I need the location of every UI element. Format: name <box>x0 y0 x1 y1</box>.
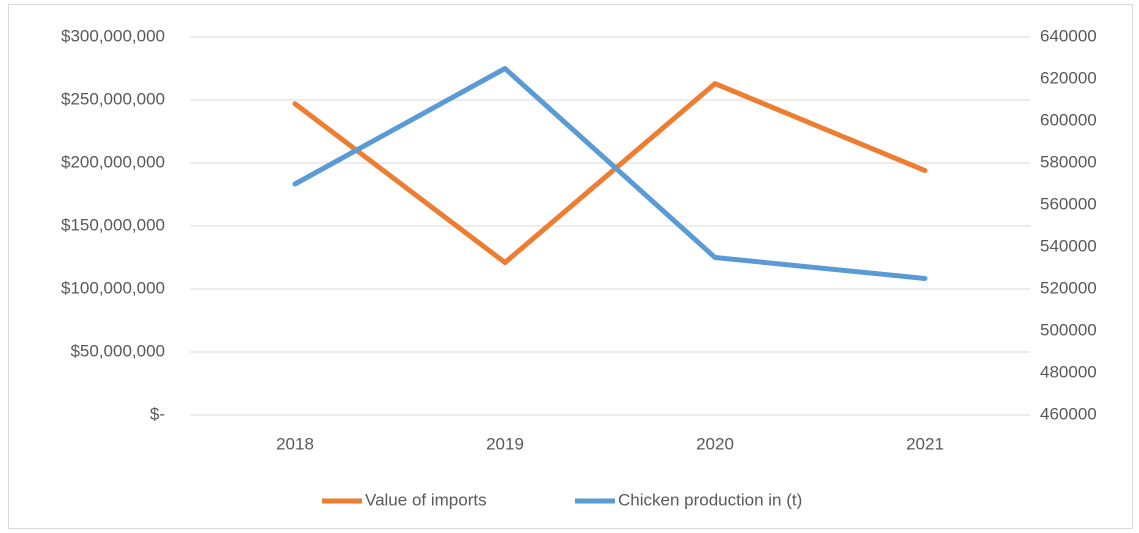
y2-tick-label: 640000 <box>1040 26 1097 45</box>
y2-tick-label: 560000 <box>1040 194 1097 213</box>
series-line <box>292 81 928 266</box>
y2-tick-label: 540000 <box>1040 236 1097 255</box>
y2-tick-label: 480000 <box>1040 362 1097 381</box>
x-tick-label: 2020 <box>696 434 734 453</box>
y-tick-label: $150,000,000 <box>61 215 165 234</box>
chart-frame <box>8 4 1133 529</box>
x-tick-label: 2018 <box>276 434 314 453</box>
x-tick-label: 2021 <box>906 434 944 453</box>
y-tick-label: $300,000,000 <box>61 26 165 45</box>
y-tick-label: $50,000,000 <box>70 341 165 360</box>
y-tick-label: $- <box>150 404 165 423</box>
y2-tick-label: 580000 <box>1040 152 1097 171</box>
x-tick-label: 2019 <box>486 434 524 453</box>
y2-tick-label: 460000 <box>1040 404 1097 423</box>
y-tick-label: $200,000,000 <box>61 152 165 171</box>
y-tick-label: $100,000,000 <box>61 278 165 297</box>
y-tick-label: $250,000,000 <box>61 89 165 108</box>
legend-label: Value of imports <box>365 490 487 509</box>
y2-tick-label: 620000 <box>1040 68 1097 87</box>
y2-tick-label: 600000 <box>1040 110 1097 129</box>
legend-label: Chicken production in (t) <box>618 490 802 509</box>
y2-tick-label: 520000 <box>1040 278 1097 297</box>
y2-tick-label: 500000 <box>1040 320 1097 339</box>
series-line <box>292 66 928 281</box>
